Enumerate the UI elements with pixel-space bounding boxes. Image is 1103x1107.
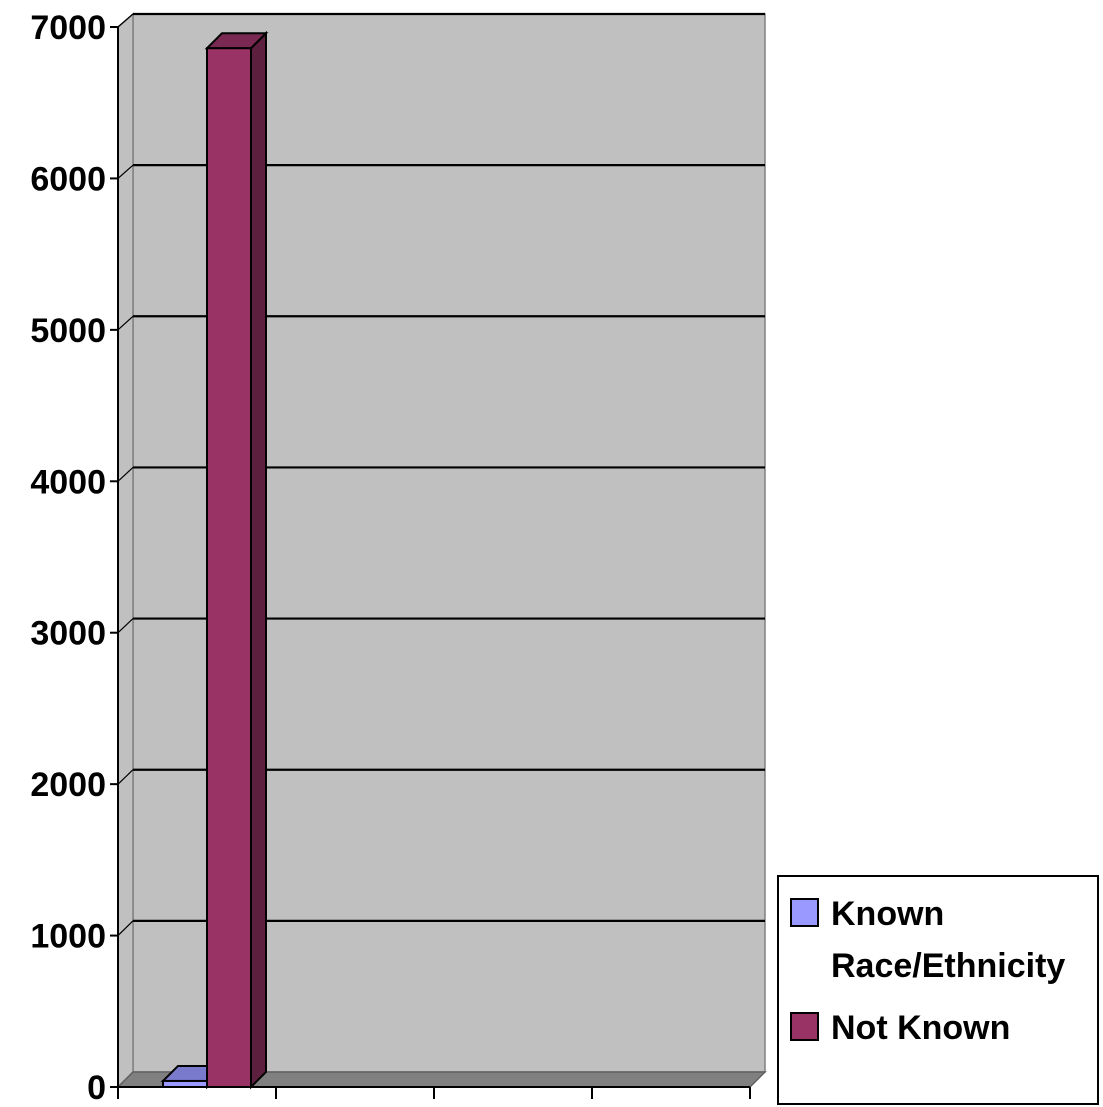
gridline-side [117, 13, 134, 28]
x-axis [117, 1086, 751, 1099]
gridline-side [117, 315, 134, 331]
gridline-side [117, 618, 134, 634]
y-tick-label: 4000 [30, 463, 106, 501]
y-tick-label: 0 [87, 1069, 106, 1107]
legend-swatch-known [790, 898, 819, 927]
legend-label-not-known: Not Known [831, 1009, 1010, 1047]
side-wall [117, 12, 134, 1089]
legend-box [777, 875, 1099, 1105]
legend-label-known-line2: Race/Ethnicity [831, 947, 1065, 985]
bar-side-face [250, 30, 267, 1090]
gridline-side [117, 466, 134, 482]
gridline-side [117, 920, 134, 936]
gridline-side [117, 164, 134, 179]
legend-swatch-not-known [790, 1012, 819, 1041]
bar-front-face [162, 1079, 208, 1089]
bar-not-known [204, 30, 269, 1090]
y-axis: 0 1000 2000 3000 4000 5000 6000 7000 [30, 9, 119, 1107]
bar-front-face [206, 47, 252, 1089]
y-tick-label: 5000 [30, 312, 106, 350]
y-tick-label: 3000 [30, 615, 106, 653]
legend-label-known-line1: Known [831, 895, 944, 933]
legend: Known Race/Ethnicity Not Known [777, 875, 1099, 1105]
bars [160, 30, 269, 1090]
y-tick-label: 1000 [30, 918, 106, 956]
y-tick-label: 6000 [30, 160, 106, 198]
gridline-side [117, 769, 134, 785]
y-tick-label: 7000 [30, 9, 106, 47]
y-tick-label: 2000 [30, 766, 106, 804]
